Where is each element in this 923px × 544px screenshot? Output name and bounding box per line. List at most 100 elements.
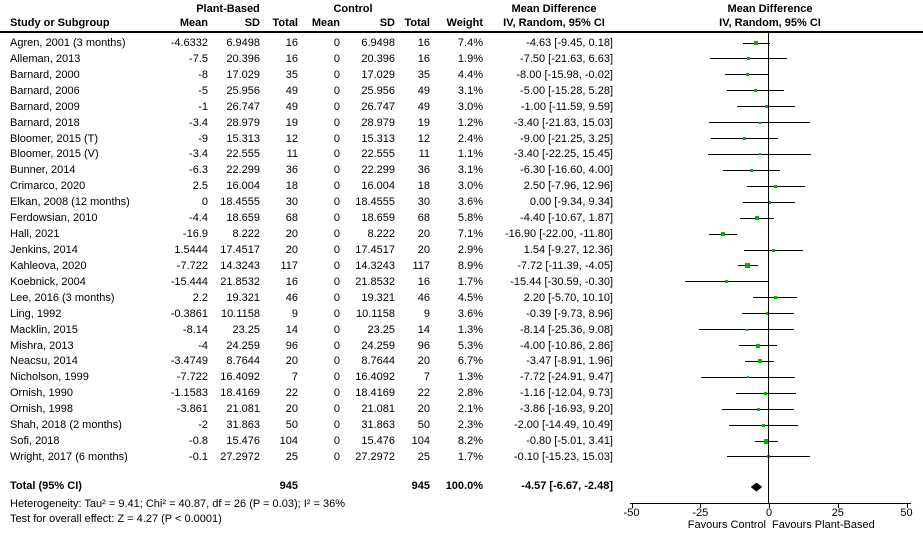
effect-marker (764, 391, 768, 395)
control-sd: 15.476 (361, 435, 395, 447)
plant-total: 16 (285, 37, 298, 49)
plant-total: 16 (285, 52, 298, 65)
plant-total: 9 (291, 307, 298, 320)
control-mean: 0 (333, 132, 340, 145)
plant-total: 20 (285, 244, 298, 256)
ci-text: 0.00 [-9.34, 9.34] (529, 196, 613, 209)
x-axis-line (630, 503, 911, 504)
plant-total: 46 (285, 291, 298, 304)
plant-mean: -0.3861 (170, 307, 208, 320)
control-mean: 0 (333, 180, 340, 193)
col-header-weight: Weight (446, 17, 483, 29)
control-total: 16 (417, 37, 430, 49)
effect-marker (745, 263, 751, 269)
control-sd: 10.1158 (356, 307, 395, 320)
control-total: 49 (417, 84, 430, 97)
x-axis-tick (631, 503, 633, 508)
plant-sd: 31.863 (226, 419, 260, 432)
plant-mean: -3.4749 (170, 355, 208, 368)
x-axis-tick-label: -50 (623, 507, 640, 519)
effect-marker (745, 328, 748, 331)
control-mean: 0 (333, 371, 340, 384)
heterogeneity-note: Heterogeneity: Tau² = 9.41; Chi² = 40.87… (10, 498, 345, 510)
control-mean: 0 (333, 323, 340, 336)
study-name: Ornish, 1990 (10, 387, 73, 400)
effect-marker (753, 89, 757, 93)
weight: 3.0% (457, 180, 483, 193)
plant-total: 11 (286, 148, 298, 161)
col-header-plant-sd: SD (244, 17, 260, 29)
col-header-control-sd: SD (379, 17, 395, 29)
effect-marker (746, 57, 750, 61)
plant-mean: -5 (198, 84, 208, 97)
effect-marker (774, 184, 778, 188)
control-sd: 15.313 (361, 132, 395, 145)
total-ci-text: -4.57 [-6.67, -2.48] (521, 480, 613, 492)
control-mean: 0 (333, 228, 340, 240)
col-header-study: Study or Subgroup (10, 17, 110, 29)
control-total: 50 (417, 419, 430, 432)
effect-marker (758, 121, 761, 124)
plant-sd: 10.1158 (221, 307, 260, 320)
plant-mean: -8.14 (182, 323, 208, 336)
plant-mean: 0 (201, 196, 208, 209)
plant-mean: -16.9 (182, 228, 208, 240)
x-axis-tick-label: 50 (900, 507, 913, 519)
weight: 1.3% (457, 323, 483, 336)
effect-marker (725, 280, 728, 284)
control-sd: 27.2972 (355, 450, 395, 463)
plant-sd: 8.7644 (226, 355, 260, 368)
control-total: 12 (417, 132, 430, 145)
col-header-plant-total: Total (272, 17, 298, 29)
plant-mean: -9 (198, 132, 208, 145)
control-total: 104 (411, 435, 430, 447)
control-mean: 0 (333, 244, 340, 256)
total-plant-n: 945 (279, 480, 298, 492)
weight: 3.1% (457, 84, 483, 97)
study-name: Barnard, 2009 (10, 100, 80, 113)
control-total: 36 (417, 164, 430, 177)
effect-marker (746, 376, 749, 379)
effect-marker (767, 200, 771, 204)
group-header-plant-based: Plant-Based (196, 3, 260, 15)
control-mean: 0 (333, 52, 340, 65)
effect-marker (754, 216, 759, 221)
study-name: Bloomer, 2015 (V) (10, 148, 99, 161)
md-title-text-column: Mean Difference (511, 3, 597, 15)
ci-text: -3.47 [-8.91, 1.96] (526, 355, 613, 368)
study-name: Elkan, 2008 (12 months) (10, 196, 130, 209)
control-total: 16 (417, 52, 430, 65)
control-sd: 17.029 (361, 68, 395, 81)
weight: 1.3% (457, 371, 483, 384)
control-sd: 21.081 (361, 403, 395, 416)
control-total: 16 (417, 275, 430, 288)
weight: 2.4% (457, 132, 483, 145)
md-subtitle-text-column: IV, Random, 95% CI (503, 17, 605, 29)
control-total: 20 (417, 244, 430, 256)
control-mean: 0 (333, 387, 340, 400)
weight: 4.4% (457, 68, 483, 81)
control-total: 68 (417, 212, 430, 225)
plant-total: 14 (285, 323, 298, 336)
plant-total: 12 (285, 132, 298, 145)
ci-text: -7.72 [-11.39, -4.05] (517, 259, 613, 272)
md-title-plot-column: Mean Difference (727, 3, 813, 15)
control-total: 35 (417, 68, 430, 81)
control-mean: 0 (333, 84, 340, 97)
plant-sd: 27.2972 (220, 450, 260, 463)
overall-effect-note: Test for overall effect: Z = 4.27 (P < 0… (10, 513, 222, 525)
control-sd: 22.299 (361, 164, 395, 177)
effect-marker (756, 343, 760, 348)
control-mean: 0 (333, 100, 340, 113)
control-sd: 18.4169 (355, 387, 395, 400)
weight: 3.6% (457, 196, 483, 209)
plant-sd: 19.321 (226, 291, 260, 304)
ci-text: -3.40 [-22.25, 15.45] (513, 148, 613, 161)
plant-mean: -6.3 (189, 164, 208, 177)
weight: 8.9% (457, 259, 483, 272)
control-total: 25 (417, 450, 430, 463)
ci-text: -15.44 [-30.59, -0.30] (510, 275, 613, 288)
study-name: Alleman, 2013 (10, 52, 81, 65)
plant-mean: -0.8 (189, 435, 208, 447)
header-rule (0, 31, 923, 33)
